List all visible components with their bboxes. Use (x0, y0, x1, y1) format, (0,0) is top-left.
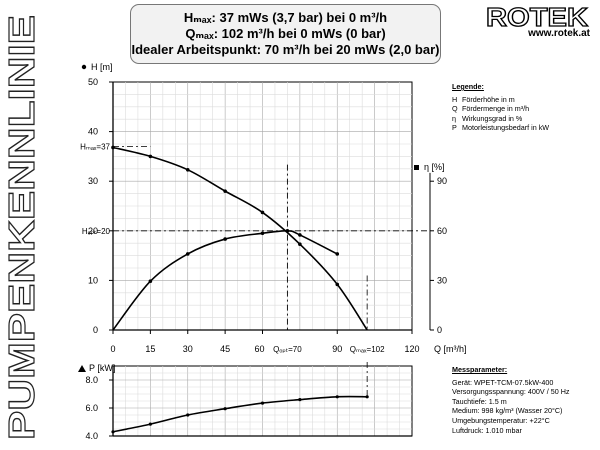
data-point-eta (260, 231, 265, 236)
legend-title: Legende: (452, 82, 484, 91)
y-tick-label-left: 50 (88, 77, 98, 87)
measurement-params: Messparameter: Gerät: WPET-TCM-07.5kW-40… (452, 365, 600, 435)
legend-text: Förderhöhe in m (462, 94, 515, 104)
x-tick-label: 120 (404, 344, 419, 354)
data-point-p (148, 422, 152, 426)
x-tick-label: 30 (183, 344, 193, 354)
power-y-tick-label: 8.0 (85, 375, 98, 385)
rotek-logo: ROTEK (485, 4, 589, 33)
header-hmax: Hₘₐₓ: 37 mWs (3,7 bar) bei 0 m³/h (183, 10, 388, 25)
power-y-axis-label: P [kW] (89, 363, 115, 373)
header-qmax: Qₘₐₓ: 102 m³/h bei 0 mWs (0 bar) (185, 26, 386, 41)
data-point-p (365, 395, 369, 399)
legend-item: Q Fördermenge in m³/h (452, 104, 600, 114)
y-tick-label-left: 0 (93, 325, 98, 335)
data-point-p (335, 395, 339, 399)
data-point-eta (285, 229, 290, 233)
qopt-label: Qₒₚₜ=70 (273, 345, 302, 354)
data-point-h (335, 282, 340, 287)
y-tick-label-left: 40 (88, 127, 98, 137)
legend-text: Motorleistungsbedarf in kW (462, 123, 550, 133)
x-tick-label: 15 (145, 344, 155, 354)
y-tick-label-left: 30 (88, 176, 98, 186)
legend-item: η Wirkungsgrad in % (452, 114, 600, 124)
logo-url: www.rotek.at (528, 28, 590, 39)
y-tick-label-left: 10 (88, 275, 98, 285)
param-row: Luftdruck: 1.010 mbar (452, 425, 522, 435)
h-series-marker-icon (81, 64, 87, 70)
x-tick-label: 0 (110, 344, 115, 354)
legend-text: Wirkungsgrad in % (462, 113, 523, 123)
header-operating-point: Idealer Arbeitspunkt: 70 m³/h bei 20 mWs… (131, 42, 440, 57)
data-point-h (148, 154, 153, 159)
data-point-h (260, 210, 265, 215)
y-axis-label-right: η [%] (424, 162, 445, 172)
y-tick-label-right: 30 (437, 275, 447, 285)
side-title: PUMPENKENNLINIE (0, 14, 42, 440)
legend-symbol: H (452, 94, 458, 104)
data-point-eta (185, 252, 190, 256)
y-tick-label-left: 20 (88, 226, 98, 236)
params-title: Messparameter: (452, 365, 508, 374)
legend-symbol: P (452, 123, 457, 133)
data-point-eta (223, 237, 227, 241)
data-point-p (223, 407, 227, 411)
y-tick-label-right: 90 (437, 176, 447, 186)
param-row: Gerät: WPET-TCM-07.5kW-400 (452, 377, 554, 387)
legend-symbol: Q (452, 104, 458, 114)
data-point-h (111, 145, 115, 150)
y-axis-label-left: H [m] (91, 62, 113, 72)
power-y-tick-label: 6.0 (85, 403, 98, 413)
legend: Legende: H Förderhöhe in m Q Fördermenge i… (452, 82, 600, 133)
x-tick-label: 60 (254, 344, 264, 354)
y-tick-label-right: 60 (437, 226, 447, 236)
side-title-text: PUMPENKENNLINIE (1, 15, 42, 440)
param-row: Versorgungsspannung: 400V / 50 Hz (452, 387, 570, 397)
series-line-eta (112, 229, 338, 331)
power-series-marker-icon (78, 365, 86, 372)
x-tick-label: 45 (220, 344, 230, 354)
header-box: Hₘₐₓ: 37 mWs (3,7 bar) bei 0 m³/h Qₘₐₓ: … (130, 4, 441, 64)
series-line-p (112, 395, 368, 433)
legend-item: H Förderhöhe in m (452, 95, 600, 105)
data-point-eta (335, 252, 340, 256)
power-y-tick-label: 4.0 (85, 431, 98, 441)
data-point-eta (148, 279, 153, 284)
logo-text: ROTEK (486, 4, 588, 32)
data-point-h (298, 242, 302, 246)
param-row: Tauchtiefe: 1.5 m (452, 396, 507, 406)
y-tick-label-right: 0 (437, 325, 442, 335)
data-point-p (298, 398, 302, 402)
param-row: Medium: 998 kg/m³ (Wasser 20°C) (452, 406, 563, 416)
series-line-h (112, 146, 368, 331)
param-row: Umgebungstemperatur: +22°C (452, 415, 550, 425)
legend-item: P Motorleistungsbedarf in kW (452, 123, 600, 133)
qmax-label: Qₘₐₓ=102 (350, 345, 385, 354)
legend-symbol: η (452, 113, 456, 123)
data-point-p (111, 430, 115, 434)
data-point-p (186, 413, 190, 417)
data-point-h (185, 167, 190, 172)
data-point-p (260, 401, 265, 405)
plot-area (112, 81, 413, 331)
data-point-eta (298, 233, 302, 237)
hopt-label: Hₒₚₜ=20 (82, 227, 111, 236)
hmax-label: Hₘₐₓ=37 (80, 142, 110, 151)
data-point-h (223, 189, 227, 193)
legend-text: Fördermenge in m³/h (462, 104, 530, 114)
eta-series-marker-icon (414, 165, 419, 170)
x-tick-label: 90 (332, 344, 342, 354)
x-axis-label: Q [m³/h] (434, 344, 467, 354)
power-plot-area (112, 365, 413, 437)
